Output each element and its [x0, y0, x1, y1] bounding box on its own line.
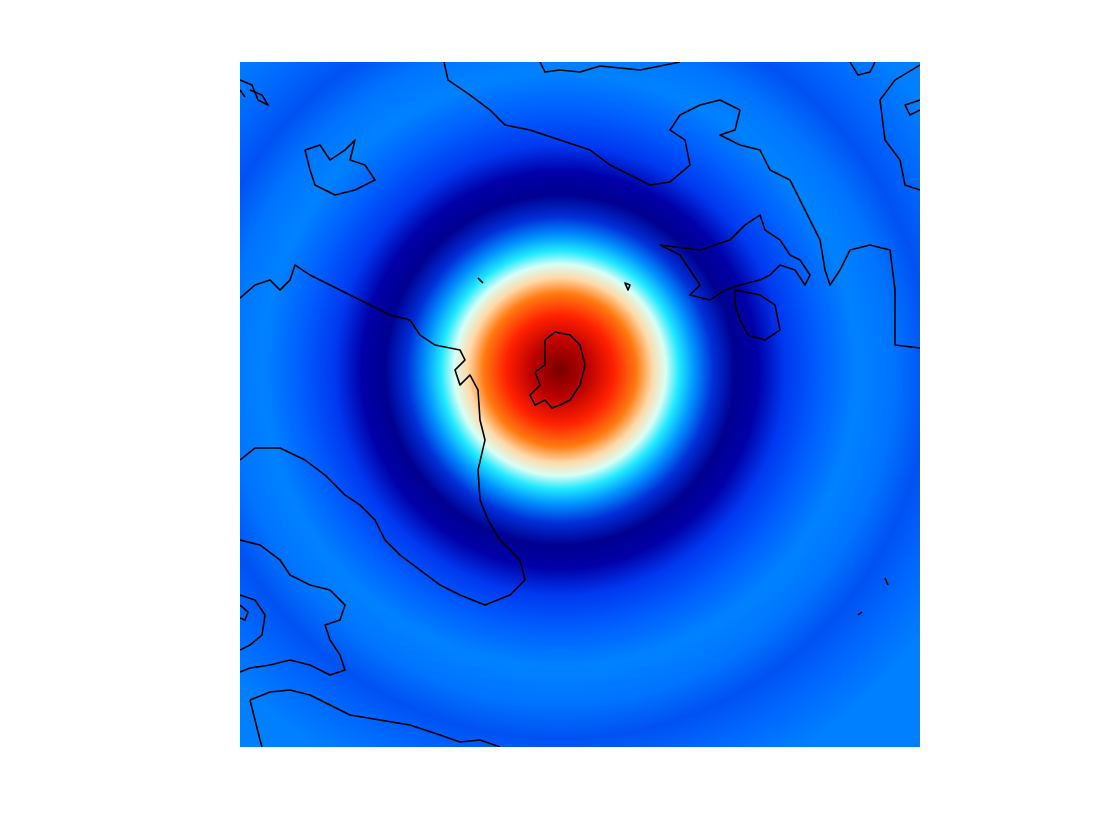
- coastline: [443, 62, 920, 349]
- coastline: [240, 264, 526, 606]
- coastline: [529, 331, 586, 409]
- coastline: [240, 79, 269, 106]
- field: [240, 62, 920, 747]
- coastline: [304, 139, 376, 196]
- coastline: [477, 277, 889, 616]
- coastlines: [240, 62, 920, 747]
- coastline: [240, 539, 346, 676]
- coastline: [539, 62, 681, 73]
- coastline: [734, 289, 781, 341]
- coastline: [249, 689, 501, 747]
- coastline: [849, 62, 920, 191]
- coastline: [659, 214, 811, 301]
- coastline: [240, 594, 266, 651]
